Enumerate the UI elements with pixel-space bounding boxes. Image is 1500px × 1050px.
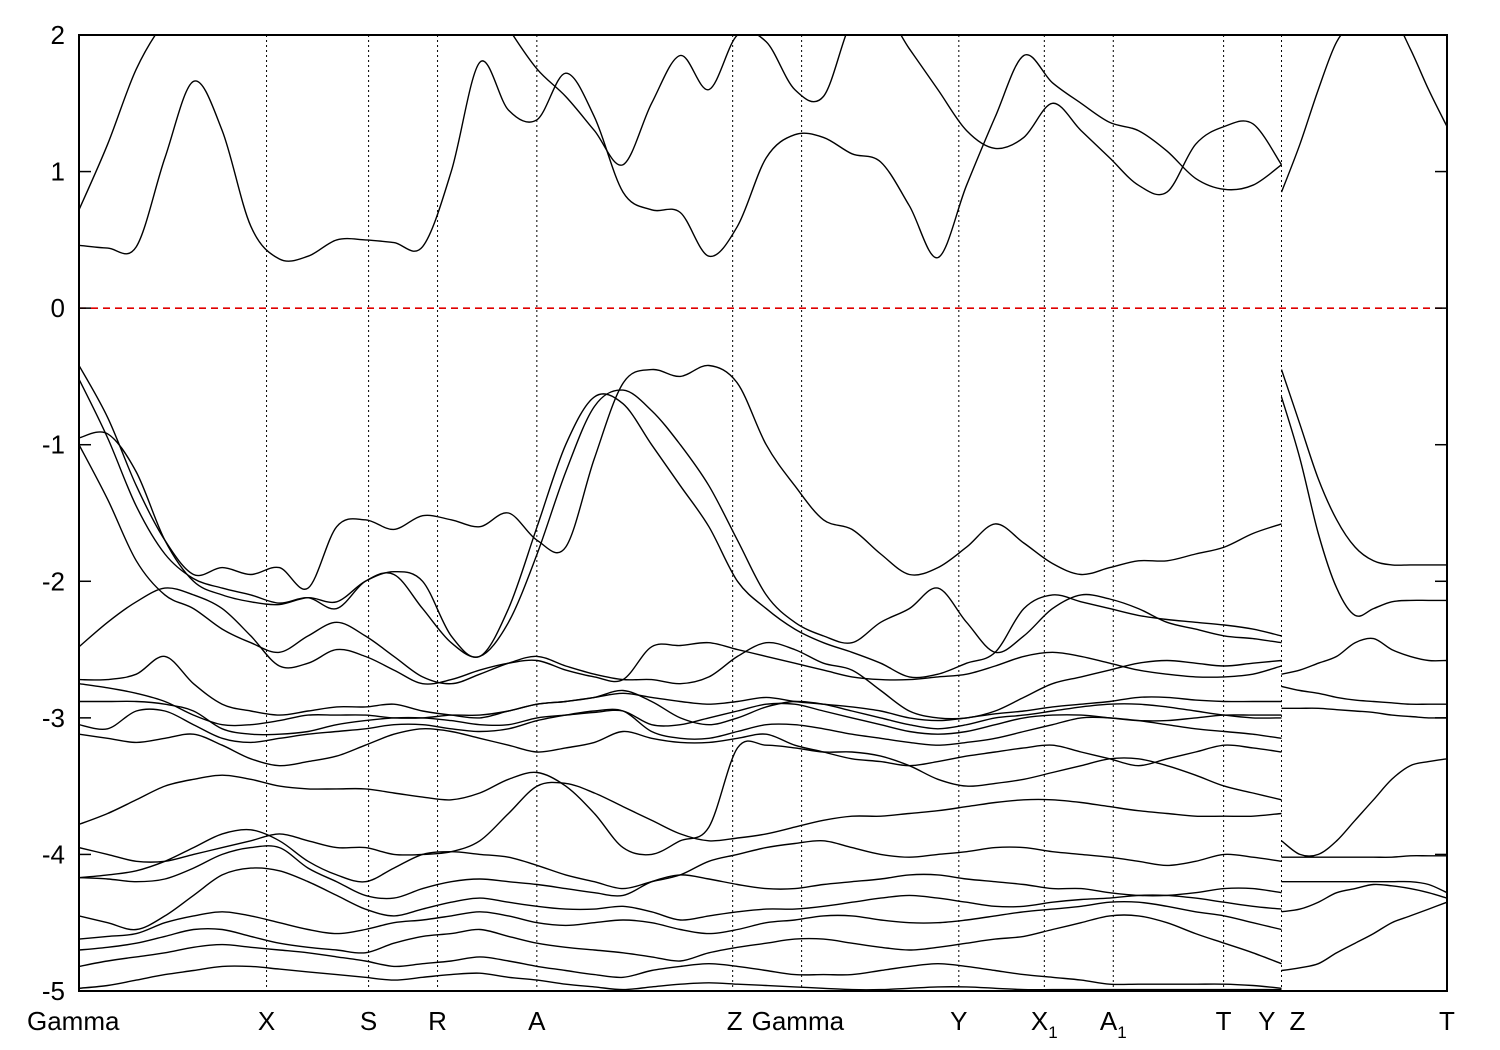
band-line-right-panel (1281, 883, 1447, 913)
y-tick-label: 2 (51, 20, 65, 50)
band-line-right-panel (1281, 707, 1447, 719)
kpoint-label-text: X (1031, 1006, 1048, 1036)
y-axis: 2 1 0 -1 -2 -3 -4 -5 (42, 20, 1447, 1006)
y-tick-label: -3 (42, 703, 65, 733)
band-line (79, 444, 1282, 720)
x-axis: Gamma X S R A Z Gamma Y X1 A1 T Y Z T (27, 1006, 1455, 1042)
kpoint-label-text: R (428, 1006, 447, 1036)
band-line-right-panel (1281, 880, 1447, 894)
band-line-right-panel (1281, 685, 1447, 705)
band-line (79, 655, 1282, 722)
band-line-right-panel (1281, 758, 1447, 857)
kpoint-label: Z (1290, 1006, 1306, 1036)
band-line (79, 708, 1282, 746)
y-tick-label: 1 (51, 157, 65, 187)
kpoint-label-text: Z (1290, 1006, 1306, 1036)
band-lines (79, 35, 1447, 991)
band-line-right-panel (1280, 369, 1447, 566)
y-tick-label: -4 (42, 839, 65, 869)
band-line-right-panel (1280, 396, 1447, 617)
band-line (79, 965, 1282, 991)
band-line (79, 781, 1282, 863)
kpoint-label: X (258, 1006, 275, 1036)
kpoint-label-text: Y (1258, 1006, 1275, 1036)
kpoint-label-text: Gamma (752, 1006, 845, 1036)
kpoint-label-text: A (1100, 1006, 1118, 1036)
kpoint-gridlines (266, 35, 1283, 991)
y-tick-label: -1 (42, 430, 65, 460)
kpoint-label: X1 (1031, 1006, 1058, 1042)
kpoint-label-text: T (1439, 1006, 1455, 1036)
band-line (79, 900, 1282, 940)
plot-frame (78, 34, 1448, 992)
band-line (79, 683, 1282, 730)
kpoint-label: Y (1258, 1006, 1275, 1036)
band-line (79, 587, 1282, 685)
kpoint-label: Z (727, 1006, 743, 1036)
kpoint-label-subscript: 1 (1048, 1023, 1057, 1042)
band-line (79, 393, 1282, 679)
kpoint-label: S (360, 1006, 377, 1036)
band-line (79, 700, 1282, 736)
y-tick-label: -2 (42, 566, 65, 596)
kpoint-label: T (1216, 1006, 1232, 1036)
band-line (79, 35, 1283, 211)
band-line (79, 914, 1282, 965)
band-line-right-panel (1281, 855, 1447, 858)
kpoint-label-subscript: 1 (1117, 1023, 1126, 1042)
kpoint-label: Gamma (752, 1006, 845, 1036)
kpoint-label: Gamma (27, 1006, 120, 1036)
band-line (79, 364, 1282, 590)
kpoint-label-text: Z (727, 1006, 743, 1036)
band-line-right-panel (1280, 35, 1447, 193)
kpoint-label: T (1439, 1006, 1455, 1036)
kpoint-label: Y (950, 1006, 967, 1036)
kpoint-label: A (528, 1006, 546, 1036)
band-line (79, 740, 1282, 856)
band-line (79, 378, 1282, 658)
band-line (79, 54, 1282, 262)
kpoint-label-text: A (528, 1006, 546, 1036)
band-line (79, 845, 1282, 900)
band-line (79, 867, 1282, 931)
band-line-right-panel (1281, 901, 1447, 972)
band-line (79, 943, 1282, 989)
kpoint-label-text: T (1216, 1006, 1232, 1036)
y-tick-label: -5 (42, 976, 65, 1006)
y-tick-label: 0 (51, 293, 65, 323)
kpoint-label-text: X (258, 1006, 275, 1036)
kpoint-label-text: Y (950, 1006, 967, 1036)
kpoint-label-text: S (360, 1006, 377, 1036)
band-line-right-panel (1281, 637, 1447, 675)
kpoint-label-text: Gamma (27, 1006, 120, 1036)
kpoint-label: A1 (1100, 1006, 1127, 1042)
kpoint-label: R (428, 1006, 447, 1036)
band-line (79, 728, 1282, 767)
